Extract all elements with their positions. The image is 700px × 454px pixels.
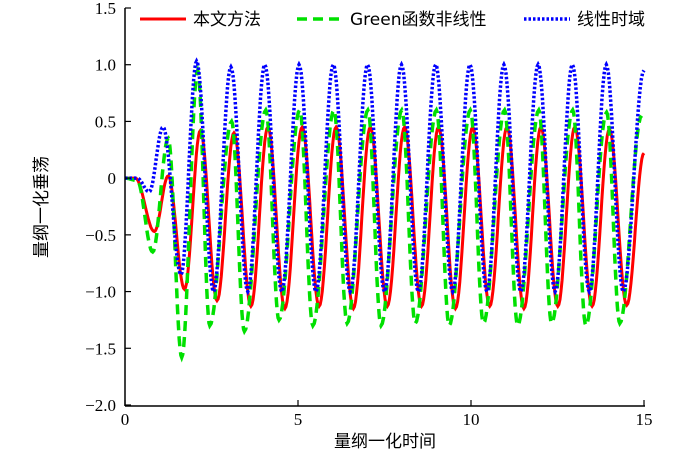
series-layer (124, 57, 646, 363)
series-line-2 (125, 57, 646, 296)
legend-label-0: 本文方法 (193, 10, 261, 30)
x-tick-label: 10 (463, 410, 480, 429)
y-tick-label: 1.5 (95, 0, 116, 18)
legend-label-1: Green函数非线性 (350, 10, 486, 30)
x-tick-label: 5 (294, 410, 303, 429)
y-tick-label: 0 (108, 169, 117, 188)
y-tick-label: 1.0 (95, 56, 116, 75)
y-tick-label: −1.0 (85, 283, 116, 302)
x-tick-label: 15 (636, 410, 653, 429)
y-axis-label: 量纲一化垂荡 (32, 156, 52, 258)
legend: 本文方法 Green函数非线性 线性时域 (140, 10, 645, 30)
x-axis-label: 量纲一化时间 (334, 432, 436, 452)
y-tick-label: −0.5 (85, 226, 116, 245)
legend-label-2: 线性时域 (577, 10, 645, 30)
y-tick-label: −1.5 (85, 339, 116, 358)
x-tick-label: 0 (121, 410, 130, 429)
tick-layer: 0 5 10 15 1.5 1.0 0.5 0 −0.5 −1.0 −1.5 −2.0 (85, 0, 652, 429)
y-tick-label: −2.0 (85, 396, 116, 415)
y-tick-label: 0.5 (95, 112, 116, 131)
